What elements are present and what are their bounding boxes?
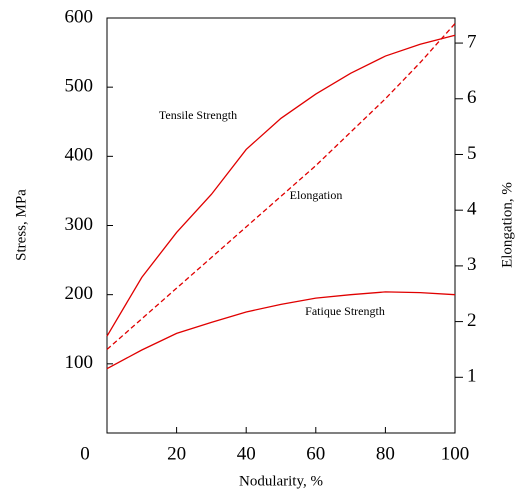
y2-axis-label: Elongation, % [499, 182, 515, 268]
y2-tick-label: 5 [467, 143, 477, 164]
chart: Nodularity, % Stress, MPa Elongation, % … [0, 0, 522, 494]
x-tick-label: 100 [441, 443, 470, 464]
x-axis-label: Nodularity, % [239, 473, 323, 489]
y2-tick-label: 3 [467, 254, 477, 275]
y-tick-label: 600 [65, 6, 94, 27]
y-tick-label: 200 [65, 283, 94, 304]
y2-tick-label: 2 [467, 310, 477, 331]
y-tick-label: 300 [65, 214, 94, 235]
x-tick-label: 20 [167, 443, 186, 464]
series-annotation: Tensile Strength [159, 108, 237, 122]
y2-tick-label: 7 [467, 31, 477, 52]
x-tick-label: 0 [80, 443, 90, 464]
series-line [107, 292, 455, 369]
x-tick-label: 60 [306, 443, 325, 464]
y-tick-label: 500 [65, 76, 94, 97]
y2-tick-label: 1 [467, 366, 477, 387]
y-axis-label: Stress, MPa [13, 189, 29, 261]
y2-tick-label: 4 [467, 199, 477, 220]
series-annotation: Elongation [290, 188, 343, 202]
y2-tick-label: 6 [467, 87, 477, 108]
x-tick-label: 40 [237, 443, 256, 464]
page: {"chart_data": {"type": "line", "x_label… [0, 0, 522, 494]
x-tick-label: 80 [376, 443, 395, 464]
series-annotation: Fatique Strength [305, 304, 385, 318]
y-tick-label: 400 [65, 145, 94, 166]
y-tick-label: 100 [65, 352, 94, 373]
series-line [107, 24, 455, 350]
series-line [107, 35, 455, 336]
